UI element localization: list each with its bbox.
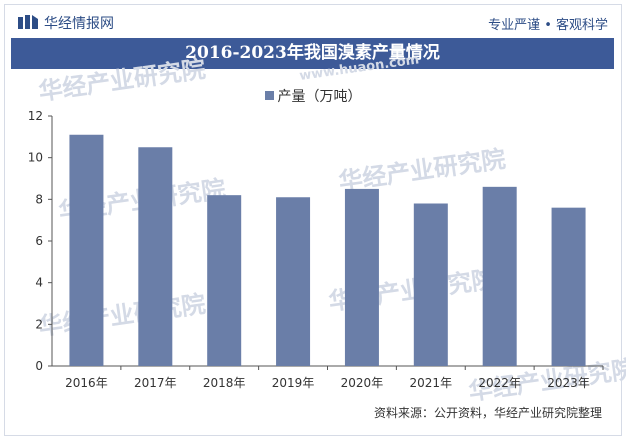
legend-swatch bbox=[264, 91, 274, 100]
y-tick-label: 0 bbox=[35, 359, 43, 373]
brand-name: 华经情报网 bbox=[44, 16, 114, 32]
y-tick-label: 4 bbox=[35, 276, 43, 290]
x-tick-label: 2021年 bbox=[410, 376, 453, 390]
bar-2017年 bbox=[138, 147, 173, 366]
watermark-text: 华经产业研究院 bbox=[337, 145, 507, 196]
bar-2019年 bbox=[276, 197, 311, 366]
watermark-text: www.huaon.com bbox=[298, 52, 420, 84]
tagline: 专业严谨 • 客观科学 bbox=[488, 18, 608, 33]
x-tick-label: 2019年 bbox=[272, 376, 315, 390]
bar-2021年 bbox=[413, 203, 448, 366]
y-tick-label: 8 bbox=[35, 192, 43, 206]
x-tick-label: 2022年 bbox=[478, 376, 521, 390]
bar-2016年 bbox=[69, 134, 104, 366]
y-tick-label: 10 bbox=[28, 151, 43, 165]
header-bar: 华经情报网 专业严谨 • 客观科学 bbox=[4, 4, 622, 38]
source-note: 资料来源：公开资料，华经产业研究院整理 bbox=[373, 406, 602, 420]
x-tick-label: 2016年 bbox=[65, 376, 108, 390]
bar-2023年 bbox=[551, 207, 586, 366]
watermark-text: 华经产业研究院 bbox=[37, 290, 207, 341]
bar-2022年 bbox=[482, 186, 517, 366]
brand-logo-icon bbox=[18, 15, 38, 29]
y-tick-label: 2 bbox=[35, 317, 43, 331]
y-tick-label: 6 bbox=[35, 234, 43, 248]
bar-2018年 bbox=[207, 195, 242, 366]
x-tick-label: 2018年 bbox=[203, 376, 246, 390]
watermark-text: 华经产业研究院 bbox=[37, 55, 207, 106]
bar-2020年 bbox=[344, 188, 379, 366]
legend-label: 产量（万吨） bbox=[277, 89, 362, 105]
x-tick-label: 2023年 bbox=[547, 376, 590, 390]
x-tick-label: 2020年 bbox=[341, 376, 384, 390]
x-tick-label: 2017年 bbox=[134, 376, 177, 390]
y-tick-label: 12 bbox=[28, 109, 43, 123]
plot-area: 0 2 4 6 8 10 12 2016年 2017年 2018年 2019年 2020年 2021年 2… bbox=[28, 109, 604, 390]
chart-title: 2016-2023年我国溴素产量情况 bbox=[11, 38, 614, 69]
legend: 产量（万吨） bbox=[0, 86, 626, 106]
chart-frame bbox=[4, 4, 622, 436]
